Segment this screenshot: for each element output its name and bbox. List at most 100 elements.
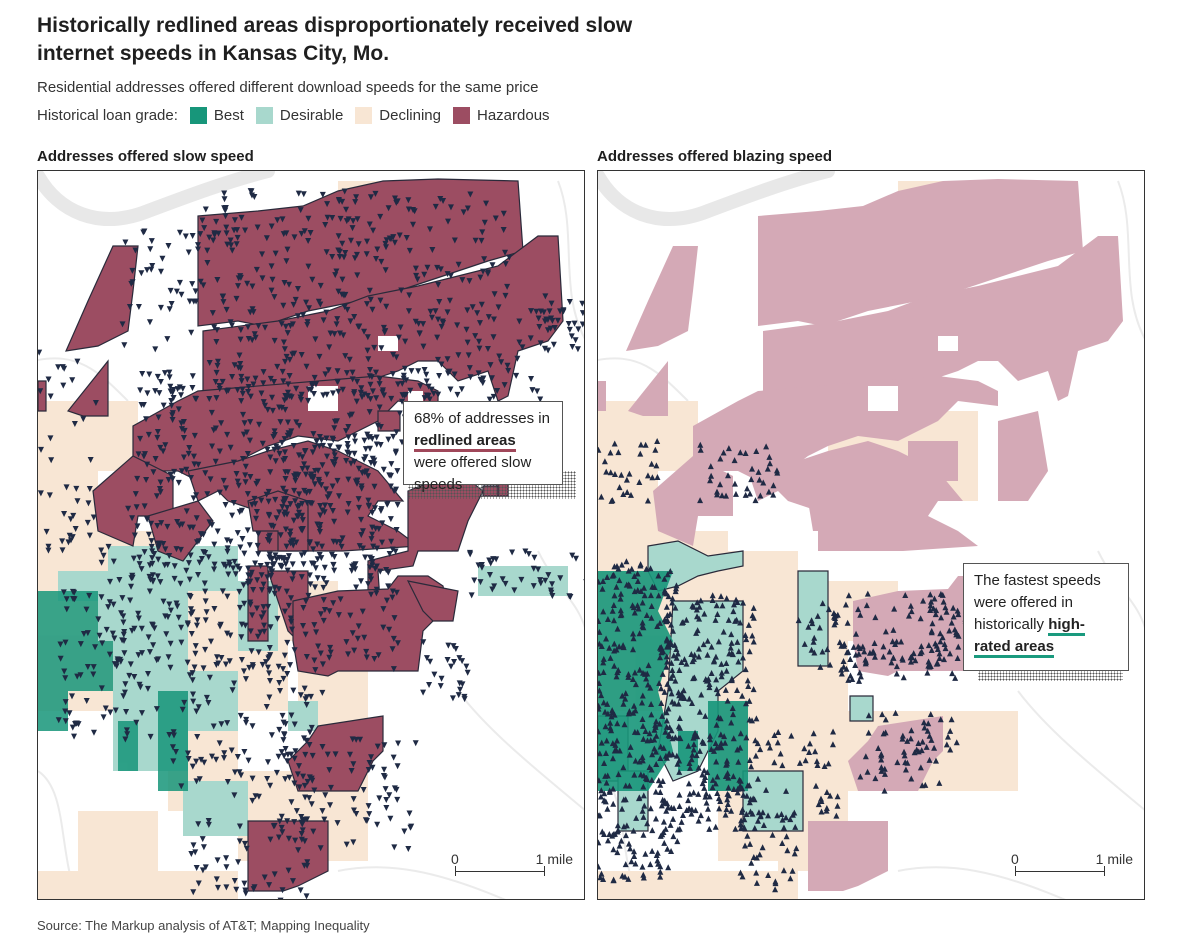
address-marker (927, 662, 934, 669)
address-marker (862, 753, 869, 760)
address-marker (749, 465, 756, 472)
address-marker (365, 356, 372, 363)
address-marker (380, 466, 387, 473)
address-marker (379, 539, 386, 546)
address-marker (168, 398, 175, 405)
address-marker (420, 321, 427, 328)
address-marker (188, 611, 195, 618)
left-map[interactable]: 68% of addresses in redlined areas were … (37, 170, 585, 900)
address-marker (619, 692, 626, 699)
address-marker (137, 684, 144, 691)
address-marker (343, 458, 350, 465)
address-marker (439, 318, 446, 325)
address-marker (613, 737, 620, 744)
address-marker (725, 445, 732, 452)
address-marker (343, 639, 350, 646)
address-marker (168, 301, 175, 308)
address-marker (149, 555, 156, 562)
address-marker (487, 560, 494, 567)
address-marker (268, 556, 275, 563)
address-marker (933, 642, 940, 649)
address-marker (621, 721, 628, 728)
address-marker (367, 381, 374, 388)
address-marker (308, 724, 315, 731)
address-marker (238, 373, 245, 380)
address-marker (609, 832, 616, 839)
address-marker (171, 575, 178, 582)
right-scale-tick-end (1104, 866, 1105, 876)
address-marker (349, 630, 356, 637)
address-marker (243, 845, 250, 852)
address-marker (201, 580, 208, 587)
address-marker (932, 757, 939, 764)
address-marker (451, 659, 458, 666)
address-marker (373, 434, 380, 441)
address-marker (249, 797, 256, 804)
address-marker (714, 773, 721, 780)
address-marker (544, 327, 551, 334)
address-marker (709, 776, 716, 783)
address-marker (601, 797, 608, 804)
address-marker (323, 471, 330, 478)
address-marker (908, 608, 915, 615)
address-marker (289, 576, 296, 583)
address-marker (324, 751, 331, 758)
address-marker (647, 684, 654, 691)
address-marker (222, 485, 229, 492)
address-marker (272, 552, 279, 559)
address-marker (177, 580, 184, 587)
address-marker (713, 758, 720, 765)
address-marker (123, 708, 130, 715)
address-marker (219, 293, 226, 300)
address-marker (478, 237, 485, 244)
address-marker (235, 482, 242, 489)
address-marker (396, 232, 403, 239)
address-marker (281, 731, 288, 738)
address-marker (355, 323, 362, 330)
address-marker (732, 490, 739, 497)
address-marker (657, 754, 664, 761)
address-marker (390, 433, 397, 440)
address-marker (218, 420, 225, 427)
address-marker (231, 217, 238, 224)
legend-text-best: Best (213, 107, 244, 124)
right-map[interactable]: The fastest speeds were offered in histo… (597, 170, 1145, 900)
address-marker (276, 509, 283, 516)
address-marker (296, 509, 303, 516)
address-marker (626, 708, 633, 715)
address-marker (277, 419, 284, 426)
address-marker (615, 666, 622, 673)
address-marker (651, 584, 658, 591)
address-marker (77, 641, 84, 648)
address-marker (644, 681, 651, 688)
address-marker (188, 606, 195, 613)
address-marker (690, 746, 697, 753)
address-marker (189, 232, 196, 239)
address-marker (319, 808, 326, 815)
address-marker (927, 591, 934, 598)
address-marker (779, 762, 786, 769)
address-marker (722, 739, 729, 746)
address-marker (882, 729, 889, 736)
address-marker (639, 622, 646, 629)
address-marker (237, 327, 244, 334)
address-marker (237, 361, 244, 368)
address-marker (98, 685, 105, 692)
address-marker (267, 836, 274, 843)
address-marker (334, 820, 341, 827)
address-marker (222, 501, 229, 508)
address-marker (659, 670, 666, 677)
address-marker (179, 521, 186, 528)
address-marker (468, 592, 475, 599)
address-marker (268, 287, 275, 294)
address-marker (279, 216, 286, 223)
address-marker (156, 540, 163, 547)
address-marker (819, 600, 826, 607)
address-marker (278, 563, 285, 570)
address-marker (714, 690, 721, 697)
legend-swatch-best (189, 107, 207, 124)
address-marker (141, 228, 148, 235)
address-marker (207, 476, 214, 483)
address-marker (362, 554, 369, 561)
address-marker (286, 356, 293, 363)
